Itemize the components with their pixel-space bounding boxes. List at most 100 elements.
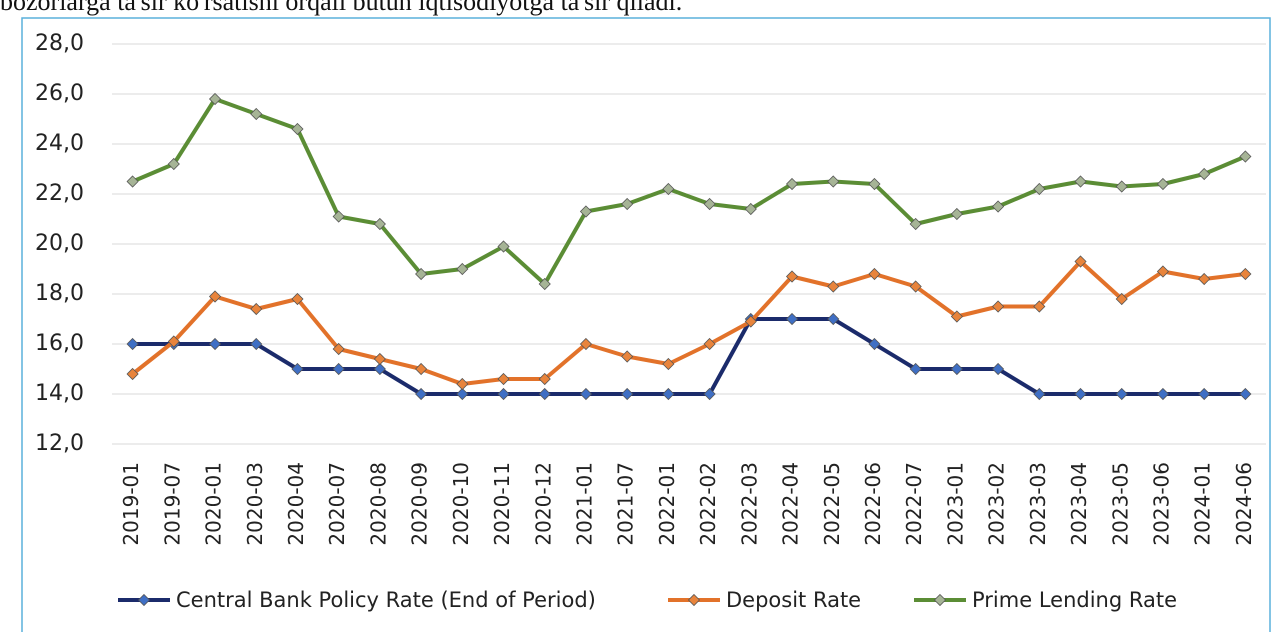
x-tick-label: 2020-01 (202, 462, 226, 546)
x-tick-label: 2022-05 (820, 462, 844, 546)
marker (1074, 387, 1087, 401)
marker (250, 107, 263, 121)
marker (992, 200, 1005, 213)
marker (579, 387, 593, 401)
marker (868, 337, 881, 351)
y-tick-label: 26,0 (35, 81, 84, 106)
legend-label: Deposit Rate (726, 588, 861, 612)
y-tick-label: 18,0 (35, 281, 84, 306)
marker (744, 202, 757, 216)
marker (621, 197, 634, 211)
x-tick-label: 2020-11 (490, 462, 514, 546)
series-line (132, 317, 1246, 396)
y-tick-label: 16,0 (35, 331, 84, 356)
x-tick-label: 2023-01 (943, 462, 967, 546)
marker (1198, 167, 1211, 181)
y-tick-label: 14,0 (35, 381, 84, 406)
marker (909, 362, 922, 376)
marker (868, 267, 881, 281)
marker (579, 205, 593, 218)
marker (1156, 265, 1170, 278)
legend-label: Prime Lending Rate (972, 588, 1177, 612)
marker (456, 262, 469, 276)
marker (703, 337, 716, 351)
marker (621, 387, 634, 401)
marker (992, 362, 1005, 376)
marker (332, 342, 345, 356)
marker (662, 387, 675, 401)
x-tick-label: 2023-04 (1067, 462, 1091, 546)
marker (208, 337, 222, 351)
marker (950, 310, 963, 323)
marker (332, 210, 345, 223)
marker (167, 335, 180, 348)
x-tick-label: 2021-01 (572, 462, 596, 546)
x-tick-label: 2020-09 (408, 462, 432, 546)
marker (662, 357, 675, 371)
marker (291, 362, 304, 376)
marker (1239, 387, 1252, 401)
marker (415, 387, 428, 401)
marker (291, 292, 304, 306)
marker (456, 377, 469, 391)
x-tick-label: 2022-02 (696, 462, 720, 546)
x-tick-label: 2020-03 (243, 462, 267, 546)
marker (291, 122, 304, 136)
x-tick-label: 2020-08 (366, 462, 390, 546)
marker (785, 270, 799, 283)
legend-marker (687, 593, 701, 607)
x-tick-label: 2022-04 (779, 462, 803, 546)
y-tick-label: 24,0 (35, 131, 84, 156)
x-tick-label: 2020-10 (449, 462, 473, 546)
x-tick-label: 2020-12 (531, 462, 555, 546)
marker (497, 387, 510, 401)
caption: bozorlarga ta'sir ko'rsatishi orqali but… (0, 0, 682, 16)
x-tick-label: 2023-06 (1149, 462, 1173, 546)
marker (415, 267, 428, 281)
marker (909, 217, 922, 231)
marker (785, 177, 799, 191)
marker (950, 207, 963, 221)
marker (1239, 267, 1252, 281)
series-line (131, 97, 1247, 286)
series-line (131, 259, 1246, 386)
marker (538, 387, 551, 401)
marker (1033, 387, 1046, 401)
x-tick-label: 2024-01 (1191, 462, 1215, 546)
y-tick-label: 22,0 (35, 181, 84, 206)
x-tick-label: 2020-07 (325, 462, 349, 546)
marker (332, 362, 345, 376)
x-tick-label: 2023-05 (1108, 462, 1132, 546)
marker (1156, 177, 1170, 191)
marker (1033, 300, 1046, 313)
marker (250, 302, 263, 316)
marker (744, 315, 757, 328)
x-tick-label: 2022-07 (902, 462, 926, 546)
marker (1033, 182, 1046, 196)
legend-label: Central Bank Policy Rate (End of Period) (176, 588, 596, 612)
x-tick-label: 2019-01 (119, 462, 143, 546)
marker (579, 337, 593, 351)
x-tick-label: 2022-03 (737, 462, 761, 546)
marker (1115, 387, 1128, 401)
marker (538, 372, 551, 386)
marker (538, 277, 551, 291)
marker (373, 217, 386, 231)
marker (1074, 255, 1087, 268)
marker (373, 352, 386, 366)
chart-frame (21, 17, 1271, 632)
marker (497, 240, 510, 253)
marker (827, 280, 840, 293)
x-tick-label: 2024-06 (1232, 462, 1256, 546)
x-tick-label: 2019-07 (160, 462, 184, 546)
marker (497, 372, 510, 386)
marker (1239, 150, 1252, 163)
y-tick-label: 12,0 (35, 431, 84, 456)
marker (167, 157, 180, 171)
marker (992, 300, 1005, 313)
marker (126, 367, 139, 381)
marker (703, 387, 716, 401)
marker (126, 337, 139, 351)
marker (373, 362, 386, 376)
marker (126, 175, 139, 188)
